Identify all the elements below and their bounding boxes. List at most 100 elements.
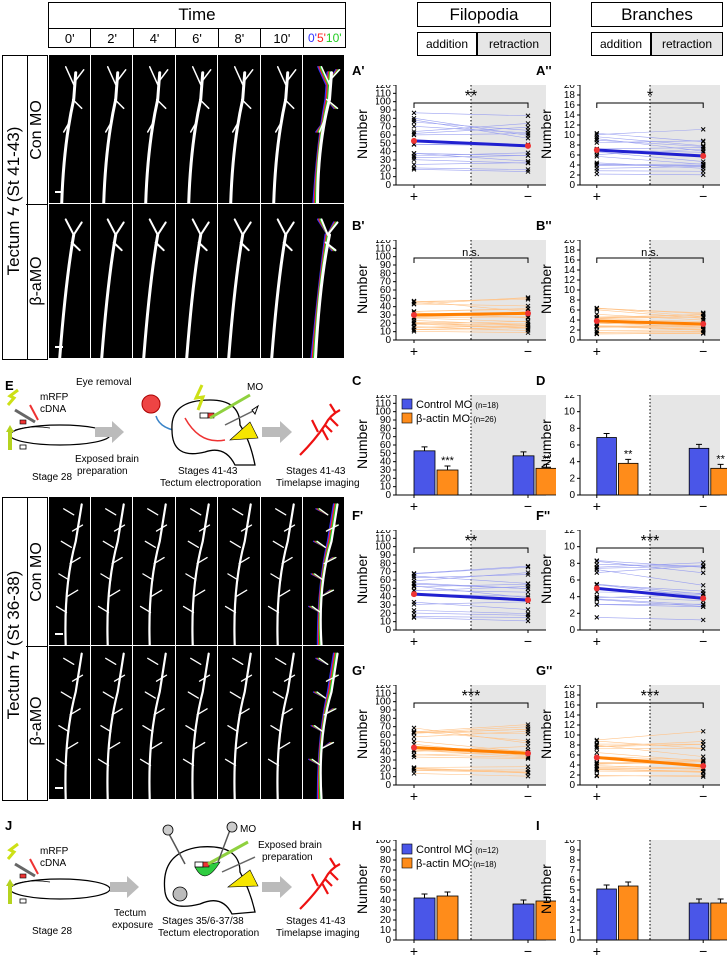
bar xyxy=(596,437,617,496)
branches-header: Branches addition retraction xyxy=(591,2,723,56)
micrograph-G-3 xyxy=(175,646,218,799)
legend-label: Control MO (n=12) xyxy=(416,844,499,856)
ytick-label: 70 xyxy=(380,432,392,443)
cell-line xyxy=(596,163,704,166)
xtick-label: + xyxy=(410,788,418,804)
retraction-bg xyxy=(471,395,546,495)
cell-point xyxy=(411,608,417,613)
ytick-label: 20 xyxy=(380,473,392,484)
neuron-image-B-5 xyxy=(269,218,295,358)
xtick-label: + xyxy=(410,498,418,514)
ytick-label: 90 xyxy=(380,260,392,271)
cell-point xyxy=(411,129,417,134)
micrograph-F-2 xyxy=(133,497,175,645)
cell-line xyxy=(596,569,704,586)
cell-line xyxy=(596,767,704,770)
cell-point xyxy=(700,728,706,734)
cell-line xyxy=(596,560,704,574)
ytick-label: 30 xyxy=(380,600,392,611)
xtick-label: + xyxy=(593,188,601,204)
filopodia-title: Filopodia xyxy=(417,2,551,27)
label-C: C xyxy=(352,373,362,388)
cell-line xyxy=(596,617,704,621)
ytick-label: 80 xyxy=(380,268,392,279)
cell-line xyxy=(413,766,529,768)
neuron-image-G-2 xyxy=(140,652,168,799)
cell-line xyxy=(596,744,704,757)
con-mo-label-2: Con MO xyxy=(28,542,45,602)
mean-point xyxy=(411,137,417,144)
cell-point xyxy=(700,146,706,152)
cell-line xyxy=(413,125,529,134)
cell-line xyxy=(413,727,529,744)
error-bar xyxy=(603,433,610,438)
cell-point xyxy=(411,752,417,758)
micrograph-B-6 xyxy=(303,204,345,358)
ytick-label: 10 xyxy=(380,772,392,783)
mean-point xyxy=(700,321,707,327)
cell-point xyxy=(525,321,531,326)
cell-point xyxy=(525,325,531,331)
label-G2: G'' xyxy=(536,663,553,678)
time-header: Time 0' 2' 4' 6' 8' 10' 0'5'10' xyxy=(48,2,346,48)
bar xyxy=(413,450,436,496)
j-exposure: exposure xyxy=(112,920,154,931)
neuron-image-A-1 xyxy=(102,66,127,203)
ytick-label: 10 xyxy=(564,730,576,741)
ytick-label: 30 xyxy=(380,310,392,321)
bar xyxy=(436,469,459,496)
cell-point xyxy=(700,602,706,608)
cell-point xyxy=(525,295,531,301)
ylabel-H: Number xyxy=(354,864,370,914)
schematic-e: mRFP cDNA Stage 28 Exposed brain prepara… xyxy=(6,377,360,489)
error-bar xyxy=(543,896,550,901)
micrograph-B-3 xyxy=(175,204,218,358)
mean-point xyxy=(411,744,417,751)
cell-line xyxy=(413,331,529,333)
ytick-label: 90 xyxy=(380,845,392,856)
time-point-3: 6' xyxy=(176,29,219,48)
ytick-label: 80 xyxy=(380,113,392,124)
group2-label: Tectum ϟ (St 36-38) xyxy=(4,570,23,720)
label-D: D xyxy=(536,373,546,388)
cell-line xyxy=(596,765,704,770)
embryo-icon xyxy=(6,404,111,450)
cell-point xyxy=(594,558,600,564)
ylabel-F1: Number xyxy=(354,554,370,604)
cell-line xyxy=(596,744,704,748)
mean-point xyxy=(593,147,600,153)
ytick-label: 16 xyxy=(564,100,576,111)
significance-bracket xyxy=(413,547,529,553)
cell-point xyxy=(700,582,706,588)
legend: Control MO (n=12) β-actin MO (n=18) xyxy=(401,843,499,870)
xtick-label: − xyxy=(524,633,532,649)
ytick-label: 100 xyxy=(376,97,391,108)
xtick-label: + xyxy=(410,633,418,649)
significance-label: ** xyxy=(465,533,477,550)
micrograph-B-4 xyxy=(218,204,260,358)
error-bar xyxy=(444,465,451,470)
xtick-label: + xyxy=(410,188,418,204)
e-eye-removal: Eye removal xyxy=(76,377,132,388)
cell-line xyxy=(413,756,529,759)
neuron-image-A-0 xyxy=(59,66,84,203)
error-bar xyxy=(421,446,428,451)
cell-point xyxy=(594,742,600,748)
ytick-label: 10 xyxy=(380,327,392,338)
ytick-label: 70 xyxy=(380,277,392,288)
cell-point xyxy=(594,759,600,765)
cell-point xyxy=(525,319,531,325)
cell-line xyxy=(596,138,704,152)
xtick-label: − xyxy=(699,633,707,649)
ylabel-G1: Number xyxy=(354,709,370,759)
mean-point xyxy=(525,142,531,149)
cell-line xyxy=(596,147,704,150)
label-A2: A'' xyxy=(536,63,552,78)
pipette-icon xyxy=(6,388,19,406)
ytick-label: 20 xyxy=(380,163,392,174)
cell-point xyxy=(525,770,531,776)
xtick-label: − xyxy=(524,188,532,204)
bar xyxy=(710,902,727,941)
